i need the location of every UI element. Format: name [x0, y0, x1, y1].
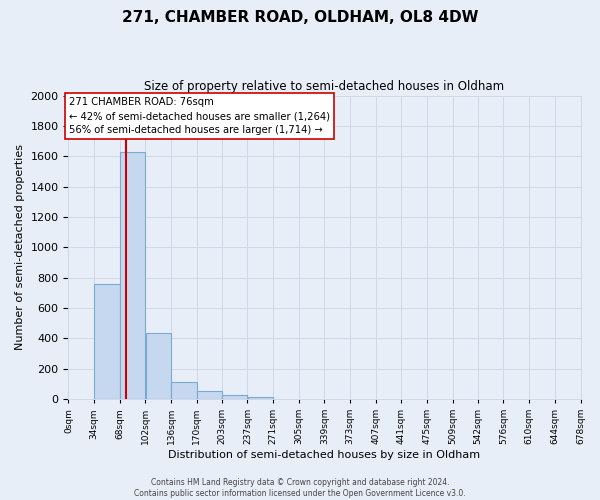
Bar: [120, 152, 145, 399]
Bar: [222, 395, 247, 399]
Y-axis label: Number of semi-detached properties: Number of semi-detached properties: [15, 144, 25, 350]
Text: 271, CHAMBER ROAD, OLDHAM, OL8 4DW: 271, CHAMBER ROAD, OLDHAM, OL8 4DW: [122, 10, 478, 25]
Bar: [248, 397, 273, 399]
Bar: [94, 284, 119, 399]
Bar: [172, 382, 197, 399]
X-axis label: Distribution of semi-detached houses by size in Oldham: Distribution of semi-detached houses by …: [169, 450, 481, 460]
Text: 271 CHAMBER ROAD: 76sqm
← 42% of semi-detached houses are smaller (1,264)
56% of: 271 CHAMBER ROAD: 76sqm ← 42% of semi-de…: [69, 97, 330, 135]
Bar: [197, 392, 222, 399]
Text: Contains HM Land Registry data © Crown copyright and database right 2024.
Contai: Contains HM Land Registry data © Crown c…: [134, 478, 466, 498]
Bar: [146, 333, 171, 399]
Title: Size of property relative to semi-detached houses in Oldham: Size of property relative to semi-detach…: [145, 80, 505, 93]
